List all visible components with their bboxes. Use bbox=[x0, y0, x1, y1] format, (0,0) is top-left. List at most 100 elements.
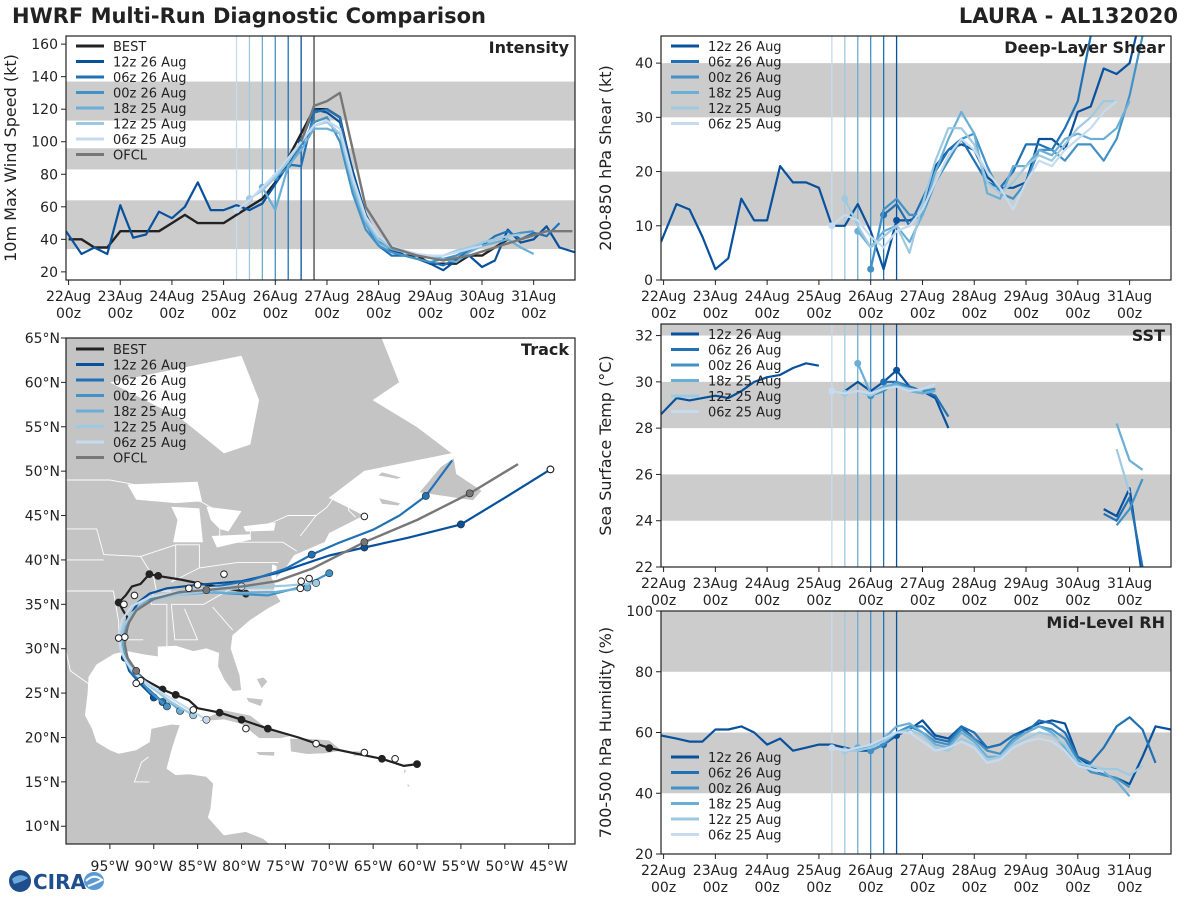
lon-tick-label: 55°W bbox=[442, 859, 481, 875]
x-tick-hour: 00z bbox=[806, 880, 831, 896]
x-tick-date: 29Aug bbox=[1003, 289, 1048, 305]
lon-tick-label: 45°W bbox=[529, 859, 568, 875]
y-tick-label: 100 bbox=[31, 135, 58, 151]
track-position-hollow-marker bbox=[297, 577, 305, 586]
island-land bbox=[376, 471, 404, 480]
island-land bbox=[418, 457, 483, 501]
y-tick-label: 80 bbox=[635, 665, 653, 681]
init-marker bbox=[867, 265, 875, 273]
track-position-hollow-marker bbox=[312, 739, 320, 748]
political-border bbox=[66, 479, 356, 538]
x-tick-date: 22Aug bbox=[641, 289, 686, 305]
legend-label: 00z 26 Aug bbox=[113, 390, 187, 405]
track-position-marker bbox=[263, 724, 272, 733]
init-marker bbox=[828, 222, 836, 230]
y-tick-label: 60 bbox=[635, 726, 653, 742]
x-tick-date: 29Aug bbox=[408, 289, 453, 305]
x-tick-hour: 00z bbox=[703, 880, 728, 896]
init-marker bbox=[854, 359, 862, 367]
track-position-marker bbox=[325, 744, 334, 753]
lat-tick-label: 30°N bbox=[25, 642, 60, 658]
track-position-marker bbox=[154, 572, 163, 580]
legend-label: 12z 25 Aug bbox=[708, 102, 782, 117]
track-position-hollow-marker bbox=[132, 679, 141, 688]
x-tick-date: 24Aug bbox=[745, 863, 790, 879]
x-tick-hour: 00z bbox=[1065, 306, 1090, 322]
lon-tick-label: 75°W bbox=[266, 859, 305, 875]
legend-label: 00z 26 Aug bbox=[113, 87, 187, 102]
legend-label: BEST bbox=[113, 40, 146, 55]
series-lines bbox=[661, 36, 1144, 273]
x-tick-date: 26Aug bbox=[848, 576, 893, 592]
track-position-hollow-marker bbox=[189, 706, 198, 714]
threshold-band bbox=[66, 81, 575, 121]
lon-tick-label: 70°W bbox=[310, 859, 349, 875]
lat-tick-label: 45°N bbox=[25, 509, 60, 525]
y-tick-label: 32 bbox=[635, 329, 653, 345]
y-tick-label: 20 bbox=[40, 265, 58, 281]
x-tick-date: 26Aug bbox=[848, 289, 893, 305]
political-border bbox=[237, 541, 298, 552]
panel-title: SST bbox=[1132, 326, 1165, 345]
island-land bbox=[255, 676, 269, 690]
panel-title: Mid-Level RH bbox=[1046, 613, 1165, 632]
legend-label: 06z 26 Aug bbox=[708, 767, 782, 782]
x-tick-date: 27Aug bbox=[304, 289, 349, 305]
lon-tick-label: 80°W bbox=[222, 859, 261, 875]
x-tick-date: 31Aug bbox=[1107, 289, 1152, 305]
init-marker bbox=[880, 378, 888, 386]
swirl-stroke bbox=[85, 875, 104, 887]
legend-label: OFCL bbox=[113, 452, 148, 467]
series-line-06z-25-aug bbox=[235, 119, 483, 257]
series-line-00z-26-aug bbox=[870, 380, 936, 397]
series-line-06z-26-aug bbox=[1103, 496, 1144, 567]
legend-label: 12z 25 Aug bbox=[708, 813, 782, 828]
x-tick-hour: 00z bbox=[1013, 880, 1038, 896]
x-tick-date: 24Aug bbox=[745, 289, 790, 305]
x-tick-hour: 00z bbox=[469, 306, 494, 322]
threshold-band bbox=[661, 611, 1171, 672]
y-tick-label: 40 bbox=[635, 786, 653, 802]
series-line-12z-25-aug bbox=[1115, 448, 1131, 494]
x-tick-date: 24Aug bbox=[745, 576, 790, 592]
legend-label: 18z 25 Aug bbox=[708, 798, 782, 813]
track-position-marker bbox=[457, 520, 465, 529]
x-tick-hour: 00z bbox=[703, 306, 728, 322]
x-tick-hour: 00z bbox=[858, 306, 883, 322]
track-position-marker bbox=[237, 715, 246, 724]
legend-label: 06z 26 Aug bbox=[113, 71, 187, 86]
x-tick-date: 28Aug bbox=[952, 863, 997, 879]
track-position-marker bbox=[215, 708, 224, 717]
series-line-00z-26-aug bbox=[869, 36, 1144, 270]
x-tick-hour: 00z bbox=[806, 593, 831, 609]
track-position-marker bbox=[202, 715, 211, 724]
lon-tick-label: 90°W bbox=[134, 859, 173, 875]
series-lines bbox=[66, 91, 575, 272]
lon-tick-label: 50°W bbox=[485, 859, 524, 875]
north-america-land bbox=[66, 338, 453, 844]
series-line-06z-26-aug bbox=[883, 380, 950, 418]
x-tick-date: 24Aug bbox=[149, 289, 194, 305]
x-tick-date: 23Aug bbox=[693, 289, 738, 305]
track-position-hollow-marker bbox=[114, 634, 123, 642]
series-line-18z-25-aug bbox=[1115, 423, 1144, 471]
political-border bbox=[212, 606, 234, 631]
legend-label: 00z 26 Aug bbox=[708, 71, 782, 86]
x-tick-hour: 00z bbox=[755, 306, 780, 322]
track-position-marker bbox=[202, 586, 211, 595]
legend-label: 00z 26 Aug bbox=[708, 359, 782, 374]
x-tick-hour: 00z bbox=[1013, 593, 1038, 609]
x-tick-hour: 00z bbox=[910, 880, 935, 896]
threshold-band bbox=[661, 474, 1171, 521]
y-tick-label: 10 bbox=[635, 219, 653, 235]
lake-water bbox=[171, 506, 203, 543]
plot-frame bbox=[660, 35, 1172, 281]
panel-rh: 2040608010022Aug00z23Aug00z24Aug00z25Aug… bbox=[596, 604, 1172, 896]
x-tick-hour: 00z bbox=[1117, 880, 1142, 896]
political-border bbox=[66, 650, 91, 686]
plot-frame bbox=[660, 323, 1172, 568]
map-layer bbox=[66, 338, 555, 844]
globe-land-shape bbox=[12, 875, 28, 884]
x-tick-date: 27Aug bbox=[900, 863, 945, 879]
